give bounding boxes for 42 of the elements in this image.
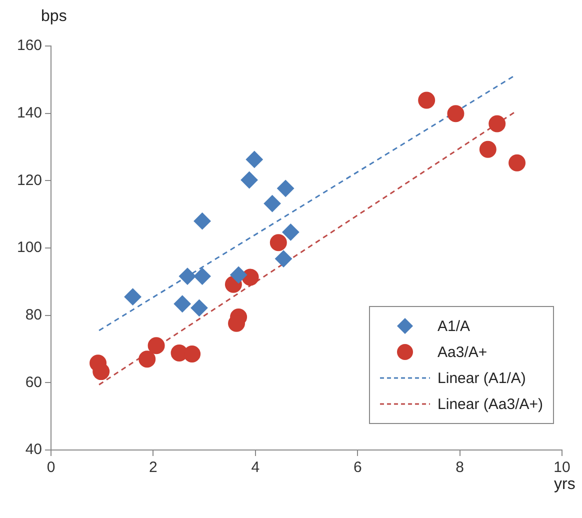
point (270, 234, 287, 252)
y-tick-label: 80 (25, 306, 42, 324)
point (246, 150, 263, 168)
y-tick-label: 60 (25, 374, 42, 391)
x-tick-label: 0 (46, 459, 56, 476)
x-tick-label: 8 (456, 459, 464, 476)
point (194, 268, 211, 285)
point (488, 115, 506, 132)
point (194, 212, 211, 230)
point (174, 295, 191, 312)
y-tick-label: 140 (16, 104, 42, 122)
legend-label: Linear (A1/A) (438, 370, 526, 386)
point (277, 180, 294, 197)
point (479, 140, 496, 158)
point (418, 92, 436, 109)
point (264, 195, 281, 212)
point (508, 154, 526, 172)
y-tick-label: 160 (16, 37, 42, 54)
point (148, 337, 165, 354)
x-tick-label: 10 (554, 459, 570, 476)
y-tick-label: 100 (16, 239, 42, 256)
point (240, 171, 258, 188)
legend-label: A1/A (438, 318, 470, 334)
y-tick-label: 40 (25, 441, 42, 458)
point (190, 299, 208, 316)
x-tick-label: 4 (251, 459, 260, 476)
x-tick-label: 6 (353, 459, 362, 476)
point (178, 268, 196, 285)
point (124, 288, 142, 306)
point (184, 346, 201, 363)
point (447, 105, 464, 122)
legend-label: Aa3/A+ (438, 344, 488, 360)
y-axis-title: bps (41, 8, 67, 26)
point (230, 266, 248, 284)
point (282, 224, 300, 241)
point (275, 250, 292, 268)
x-axis-title: yrs (554, 476, 576, 494)
point (92, 363, 110, 380)
y-tick-label: 120 (16, 172, 42, 189)
point (138, 350, 156, 368)
x-tick-label: 2 (149, 459, 158, 476)
legend-label: Linear (Aa3/A+) (438, 396, 543, 412)
